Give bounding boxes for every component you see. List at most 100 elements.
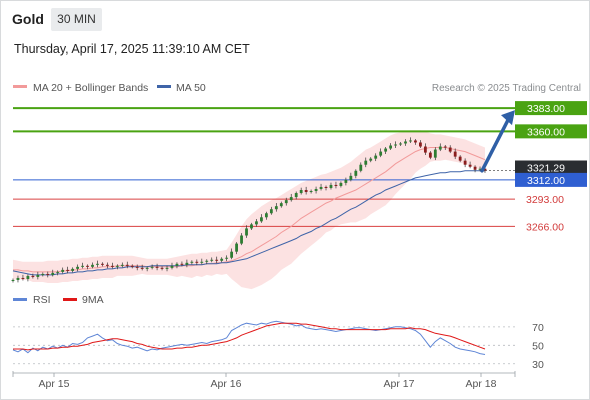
candle-body — [299, 190, 303, 194]
candle-body — [215, 259, 219, 261]
candle-body — [155, 266, 159, 268]
candle-body — [71, 268, 75, 271]
candle-body — [448, 147, 452, 152]
pivot-label: 3312.00 — [527, 175, 565, 187]
candle-body — [468, 164, 472, 167]
candle-body — [120, 264, 124, 266]
candle-body — [438, 146, 442, 150]
candle-body — [409, 140, 412, 142]
legend-label-rsi: RSI — [33, 294, 51, 306]
candle-body — [314, 188, 318, 192]
candle-body — [195, 261, 199, 263]
main-legend: MA 20 + Bollinger Bands MA 50 — [13, 82, 206, 94]
candle-body — [453, 151, 457, 157]
candle-body — [61, 269, 65, 272]
candle-body — [255, 221, 258, 225]
candle-body — [294, 193, 298, 198]
support-label: 3293.00 — [526, 194, 564, 206]
candle-body — [11, 279, 15, 281]
candle-body — [145, 267, 149, 269]
legend-label-ma20: MA 20 + Bollinger Bands — [33, 82, 148, 94]
candle-body — [250, 224, 253, 229]
bollinger-band-area — [13, 130, 485, 290]
candle-body — [200, 261, 204, 263]
symbol-title: Gold — [12, 11, 44, 27]
candle-body — [115, 265, 119, 267]
candle-body — [458, 156, 462, 161]
candle-body — [289, 197, 293, 201]
candle-body — [76, 266, 79, 269]
legend-swatch-rsi — [13, 298, 27, 301]
candle-body — [240, 235, 243, 244]
candle-body — [210, 259, 214, 261]
candle-body — [46, 273, 50, 275]
candle-body — [101, 263, 104, 265]
candle-body — [354, 170, 358, 176]
forecast-arrow-layer — [480, 110, 515, 173]
candle-body — [374, 155, 378, 159]
rsi-line — [12, 320, 486, 355]
candle-body — [339, 182, 343, 186]
legend-label-9ma: 9MA — [82, 294, 104, 306]
rsi-tick-label: 70 — [532, 322, 544, 334]
candle-body — [279, 203, 283, 207]
resistance-label: 3360.00 — [527, 126, 565, 138]
moving-average-layer — [12, 147, 486, 276]
time-tick-label: Apr 15 — [39, 378, 70, 390]
candle-body — [274, 206, 278, 210]
candle-body — [110, 265, 114, 267]
candle-body — [394, 144, 397, 146]
research-credit: Research © 2025 Trading Central — [432, 83, 581, 94]
candle-body — [264, 213, 268, 218]
candle-body — [135, 266, 139, 268]
rsi-legend: RSI 9MA — [13, 294, 104, 306]
candle-body — [414, 140, 417, 143]
time-tick-label: Apr 18 — [466, 378, 497, 390]
candle-body — [140, 267, 144, 269]
candle-body — [86, 265, 89, 267]
candle-body — [423, 146, 427, 153]
candle-body — [81, 265, 84, 267]
candle-body — [304, 190, 308, 193]
legend-swatch-ma20 — [13, 85, 27, 88]
candle-body — [56, 271, 60, 273]
candle-body — [245, 228, 248, 236]
candle-body — [260, 217, 263, 222]
candle-body — [369, 158, 373, 161]
candle-body — [225, 257, 229, 259]
bollinger-band-layer — [13, 130, 485, 290]
forecast-arrow-head — [501, 110, 515, 126]
candle-body — [463, 160, 467, 165]
candle-body — [349, 175, 353, 180]
legend-swatch-ma50 — [157, 85, 171, 88]
candle-body — [284, 200, 288, 204]
candle-body — [230, 251, 234, 258]
time-tick-label: Apr 16 — [211, 378, 242, 390]
ma20-line — [13, 147, 486, 273]
candle-body — [150, 266, 154, 268]
candle-body — [433, 149, 437, 158]
timeframe-badge[interactable]: 30 MIN — [51, 8, 102, 31]
candle-body — [478, 168, 482, 170]
resistance-tag — [515, 101, 587, 116]
candle-body — [419, 142, 422, 147]
candle-body — [16, 277, 20, 280]
candle-body — [399, 143, 402, 145]
candle-body — [180, 263, 184, 265]
candle-body — [175, 263, 179, 266]
candle-body — [170, 265, 174, 268]
candle-body — [483, 168, 487, 171]
time-axis: Apr 15 Apr 16 Apr 17 Apr 18 — [12, 371, 516, 390]
candle-body — [344, 179, 348, 183]
timestamp: Thursday, April 17, 2025 11:39:10 AM CET — [14, 42, 250, 56]
ma50-line — [12, 170, 485, 276]
candle-body — [190, 261, 194, 263]
rsi-9ma-line — [13, 322, 486, 351]
candle-body — [66, 269, 70, 271]
candle-body — [36, 274, 40, 277]
rsi-tick-label: 30 — [532, 359, 544, 371]
candle-body — [364, 160, 368, 165]
candle-body — [404, 141, 407, 144]
